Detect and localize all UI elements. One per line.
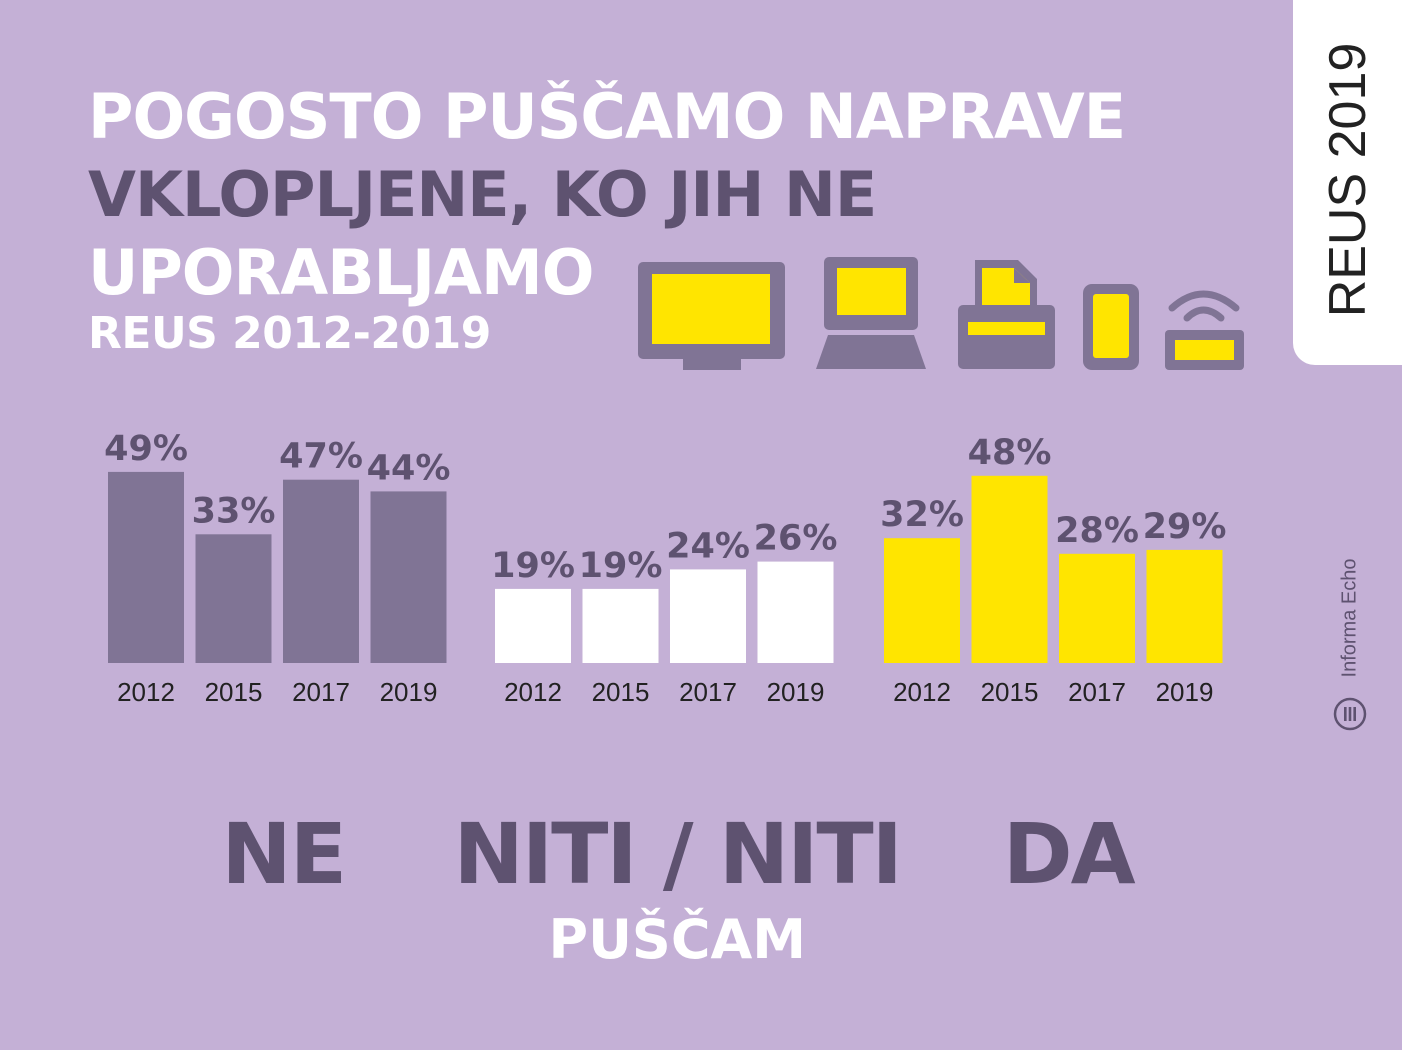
year-label-0-2017: 2017 — [292, 677, 350, 707]
monitor-icon — [638, 262, 785, 370]
value-label-2-2012: 32% — [880, 495, 964, 535]
bar-2-2012 — [884, 538, 960, 663]
smartphone-icon — [1083, 284, 1139, 370]
year-label-1-2019: 2019 — [767, 677, 825, 707]
bar-0-2012 — [108, 471, 184, 663]
group-label-da: DA — [1002, 805, 1136, 903]
year-label-1-2017: 2017 — [679, 677, 737, 707]
bar-2-2015 — [971, 475, 1048, 663]
value-label-2-2017: 28% — [1055, 511, 1139, 551]
year-label-0-2012: 2012 — [117, 677, 175, 707]
title-line-3: UPORABLJAMO — [88, 236, 594, 309]
value-label-2-2015: 48% — [968, 433, 1052, 473]
year-label-2-2019: 2019 — [1156, 677, 1214, 707]
bar-1-2015 — [582, 588, 659, 663]
title-line-1: POGOSTO PUŠČAMO NAPRAVE — [88, 80, 1126, 153]
value-label-0-2015: 33% — [192, 491, 276, 531]
title-line-2: VKLOPLJENE, KO JIH NE — [88, 158, 877, 231]
chart-title: POGOSTO PUŠČAMO NAPRAVE VKLOPLJENE, KO J… — [88, 78, 1126, 312]
bar-1-2017 — [670, 569, 746, 663]
value-label-0-2019: 44% — [367, 448, 451, 488]
value-label-2-2019: 29% — [1143, 507, 1227, 547]
year-tab — [1293, 0, 1402, 365]
group-label-niti: NITI / NITI — [453, 805, 903, 903]
laptop-icon — [816, 257, 926, 369]
bar-2-2017 — [1059, 553, 1135, 663]
value-label-1-2015: 19% — [579, 546, 663, 586]
bar-1-2019 — [757, 561, 834, 663]
value-label-0-2012: 49% — [104, 429, 188, 469]
value-label-0-2017: 47% — [279, 437, 363, 477]
value-label-1-2017: 24% — [666, 526, 750, 566]
bar-1-2012 — [495, 588, 571, 663]
bar-0-2017 — [283, 479, 359, 663]
year-label-1-2012: 2012 — [504, 677, 562, 707]
router-icon — [1165, 290, 1244, 370]
printer-icon — [958, 260, 1055, 369]
group-label-ne: NE — [221, 805, 347, 903]
year-label-2-2012: 2012 — [893, 677, 951, 707]
chart-subtitle: REUS 2012-2019 — [88, 308, 491, 359]
bar-0-2019 — [370, 491, 447, 663]
year-label-2-2017: 2017 — [1068, 677, 1126, 707]
bar-0-2015 — [195, 534, 272, 663]
year-label-0-2015: 2015 — [205, 677, 263, 707]
bar-2-2019 — [1146, 549, 1223, 663]
year-label-0-2019: 2019 — [380, 677, 438, 707]
value-label-1-2012: 19% — [491, 546, 575, 586]
year-label-2-2015: 2015 — [981, 677, 1039, 707]
group-sublabel-niti: PUŠČAM — [548, 908, 806, 971]
informa-echo-logo-icon — [1333, 697, 1367, 731]
year-label-1-2015: 2015 — [592, 677, 650, 707]
value-label-1-2019: 26% — [754, 519, 838, 559]
